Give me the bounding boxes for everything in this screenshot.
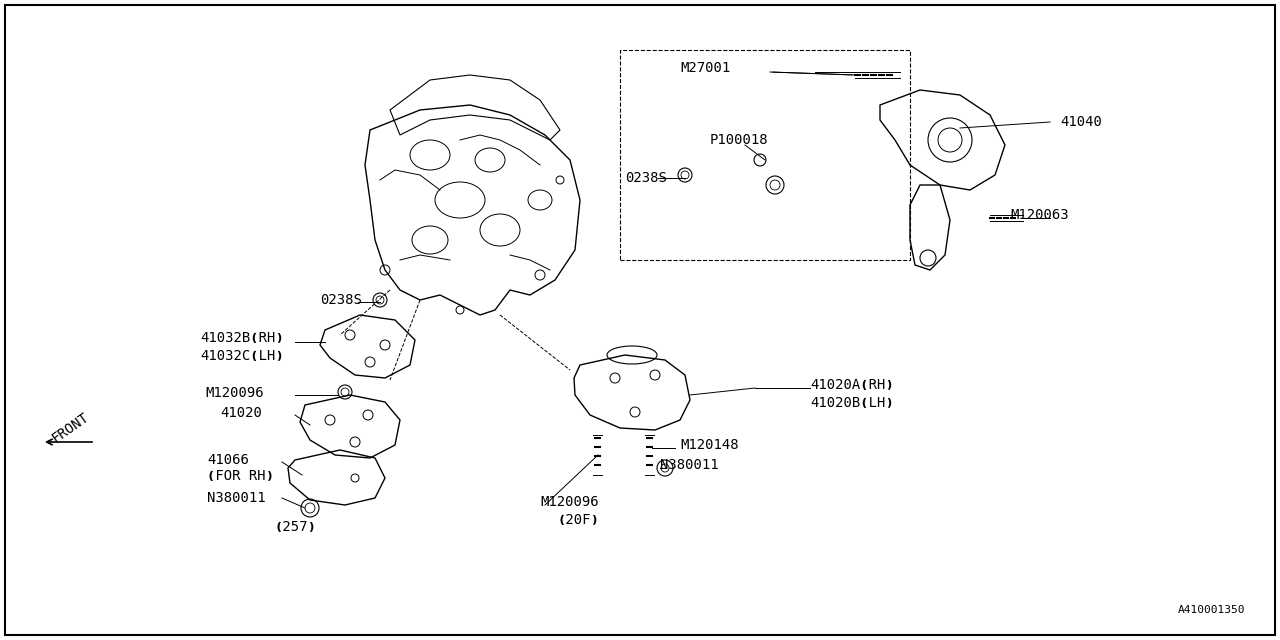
Text: 41020: 41020 — [220, 406, 262, 420]
Text: P100018: P100018 — [710, 133, 768, 147]
Text: M120096: M120096 — [205, 386, 264, 400]
Text: N380011: N380011 — [660, 458, 718, 472]
Text: 41032C❪LH❫: 41032C❪LH❫ — [200, 349, 284, 363]
Text: M27001: M27001 — [680, 61, 731, 75]
Text: FRONT: FRONT — [49, 410, 91, 445]
Text: ❪20F❫: ❪20F❫ — [558, 513, 600, 527]
Text: 41032B❪RH❫: 41032B❪RH❫ — [200, 331, 284, 345]
Text: 41020B❪LH❫: 41020B❪LH❫ — [810, 396, 893, 410]
Text: A410001350: A410001350 — [1178, 605, 1245, 615]
Text: ❪FOR RH❫: ❪FOR RH❫ — [207, 469, 274, 483]
Text: 41040: 41040 — [1060, 115, 1102, 129]
Text: 0238S: 0238S — [625, 171, 667, 185]
Text: ❪257❫: ❪257❫ — [275, 520, 317, 534]
Text: M120063: M120063 — [1010, 208, 1069, 222]
Bar — [620, 50, 910, 260]
Text: 41020A❪RH❫: 41020A❪RH❫ — [810, 378, 893, 392]
Text: M120096: M120096 — [540, 495, 599, 509]
Text: 0238S: 0238S — [320, 293, 362, 307]
Text: M120148: M120148 — [680, 438, 739, 452]
Text: 41066: 41066 — [207, 453, 248, 467]
Text: N380011: N380011 — [207, 491, 266, 505]
